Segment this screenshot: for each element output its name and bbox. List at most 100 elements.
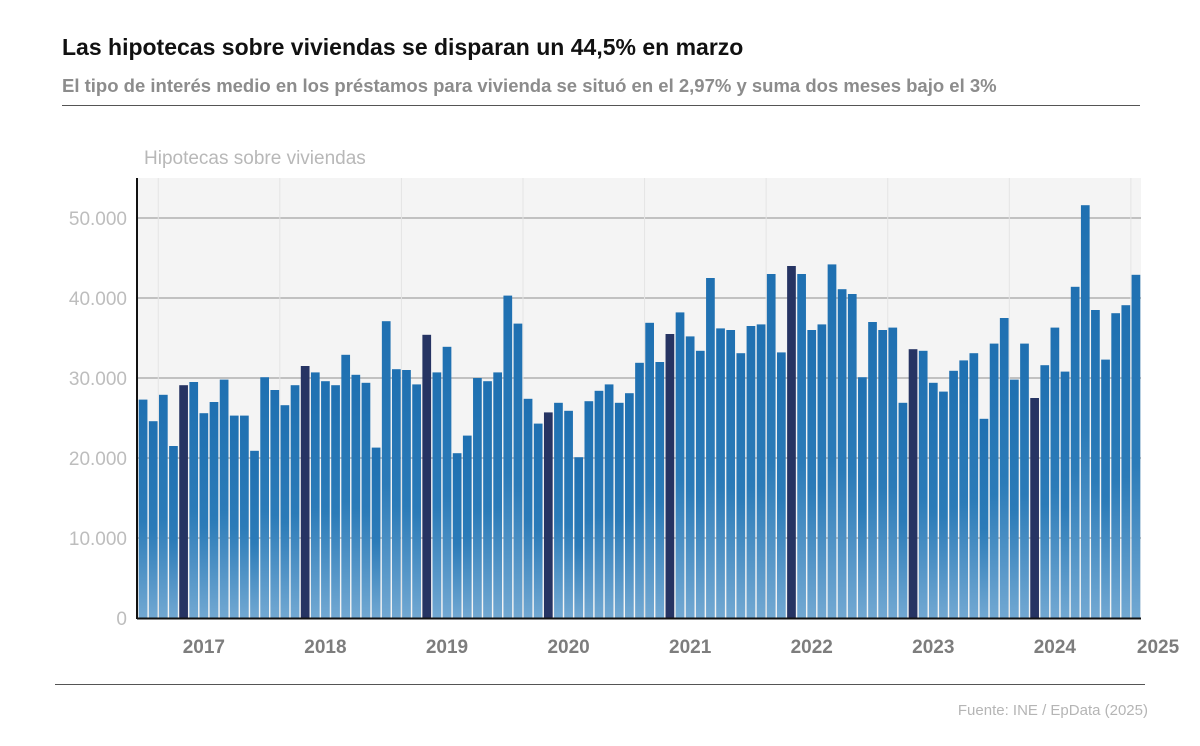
source-note: Fuente: INE / EpData (2025)	[957, 702, 1148, 719]
bar-march	[1030, 398, 1039, 618]
x-tick-label: 2021	[669, 637, 712, 658]
bar-march	[665, 334, 675, 618]
x-tick-label: 2022	[791, 637, 833, 658]
bar	[1080, 205, 1090, 618]
bar	[766, 274, 776, 618]
bar-march	[787, 266, 796, 618]
x-tick-label: 2019	[426, 637, 468, 658]
bar-march	[422, 334, 432, 618]
bar	[138, 399, 148, 618]
bar	[371, 447, 381, 618]
bar	[1010, 379, 1019, 618]
bar	[959, 360, 969, 618]
bar	[260, 377, 269, 618]
bar	[1101, 359, 1110, 618]
bar	[341, 354, 351, 618]
bar	[412, 384, 421, 618]
bar	[837, 289, 847, 618]
y-axis-ticks: 0 10.000 20.000 30.000 40.000 50.000	[69, 209, 127, 630]
bar	[432, 372, 442, 618]
bar	[1070, 286, 1080, 618]
bar	[402, 370, 411, 618]
bar	[979, 418, 989, 618]
x-tick-label: 2017	[183, 637, 225, 658]
bar	[878, 330, 888, 618]
bar	[483, 381, 492, 618]
bar-march	[179, 385, 188, 618]
bar	[240, 415, 249, 618]
y-tick-label: 20.000	[69, 449, 127, 470]
bar	[493, 372, 503, 618]
bar	[219, 379, 229, 618]
bar	[189, 382, 199, 618]
bar	[928, 382, 938, 618]
bar	[716, 328, 725, 618]
bar	[321, 381, 330, 618]
bar	[817, 324, 827, 618]
bar	[331, 385, 340, 618]
bar	[391, 369, 401, 618]
bar	[158, 394, 168, 618]
bar	[533, 423, 543, 618]
bar	[756, 324, 766, 618]
bar	[807, 330, 817, 618]
x-axis-ticks: 2017 2018 2019 2020 2021 2022 2023 2024 2025	[183, 637, 1180, 658]
bar	[381, 321, 391, 618]
bar	[726, 330, 736, 618]
bar	[888, 327, 898, 618]
bar	[695, 350, 705, 618]
y-tick-label: 40.000	[69, 289, 127, 310]
bar	[462, 435, 472, 618]
bar	[635, 362, 644, 618]
x-tick-label: 2018	[304, 637, 346, 658]
bar	[554, 402, 563, 618]
bar	[1020, 343, 1029, 618]
bar-march	[300, 366, 310, 618]
bar	[513, 323, 523, 618]
bar	[969, 353, 979, 618]
bar	[574, 457, 584, 618]
y-tick-label: 50.000	[69, 209, 127, 230]
bar	[351, 374, 361, 618]
bar	[999, 318, 1009, 618]
bar	[645, 322, 654, 618]
bar	[1091, 310, 1100, 618]
bar	[939, 391, 948, 618]
bar	[1131, 274, 1141, 618]
bar	[918, 350, 928, 618]
bar	[503, 295, 513, 618]
chart-title: Las hipotecas sobre viviendas se dispara…	[62, 34, 744, 60]
bar	[199, 413, 209, 618]
bar	[594, 390, 604, 618]
bar	[280, 405, 290, 618]
bar	[229, 415, 239, 618]
bottom-divider	[55, 684, 1145, 685]
bar	[148, 421, 158, 618]
bar	[949, 370, 958, 618]
top-divider	[62, 105, 1140, 106]
bar-march	[908, 349, 918, 618]
bar	[1040, 365, 1050, 618]
bar	[898, 402, 908, 618]
bar	[473, 378, 482, 618]
bar	[858, 377, 867, 618]
bar	[209, 402, 219, 618]
x-tick-label: 2024	[1034, 637, 1077, 658]
bar	[442, 346, 452, 618]
bar	[868, 322, 877, 618]
bar	[1121, 305, 1131, 618]
bar	[675, 312, 685, 618]
bar	[169, 446, 178, 618]
bar	[310, 372, 320, 618]
bar	[736, 353, 746, 618]
bar	[361, 382, 371, 618]
bar	[270, 390, 280, 618]
bar	[584, 401, 594, 618]
y-tick-label: 0	[116, 609, 127, 630]
bar	[847, 294, 857, 618]
x-tick-label: 2023	[912, 637, 954, 658]
bar	[706, 278, 715, 618]
chart-subtitle: El tipo de interés medio en los préstamo…	[62, 75, 997, 96]
bar	[776, 352, 786, 618]
y-tick-label: 30.000	[69, 369, 127, 390]
